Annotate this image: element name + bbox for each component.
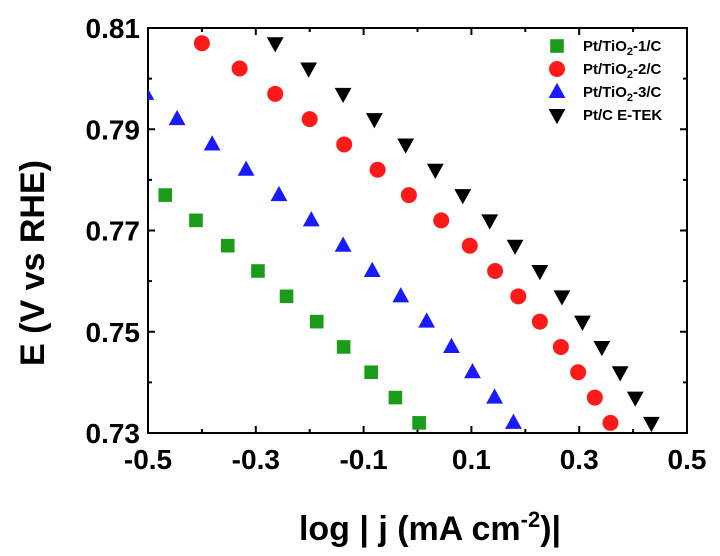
x-tick-label: -0.1 <box>339 444 387 475</box>
data-point <box>461 237 478 254</box>
data-point <box>433 212 450 229</box>
data-point <box>643 416 660 433</box>
data-point <box>531 313 548 330</box>
y-tick-label: 0.81 <box>86 13 141 44</box>
data-point <box>392 287 410 303</box>
data-point <box>270 185 288 202</box>
data-point <box>237 160 255 176</box>
data-point <box>251 264 265 278</box>
data-point <box>602 414 619 431</box>
data-point <box>510 288 527 305</box>
data-point <box>412 416 426 430</box>
data-point <box>302 211 320 227</box>
series-4 <box>266 37 660 433</box>
data-point <box>552 338 569 355</box>
data-point <box>334 236 352 252</box>
data-point <box>336 340 351 354</box>
data-point <box>336 136 353 153</box>
data-point <box>586 389 603 406</box>
data-point <box>400 187 417 204</box>
y-tick-label: 0.75 <box>86 317 141 348</box>
legend-label: Pt/TiO2-1/C <box>583 38 662 58</box>
legend-label: Pt/TiO2-3/C <box>583 84 662 104</box>
legend-marker <box>548 109 566 125</box>
data-point <box>158 188 173 202</box>
data-point <box>486 388 503 404</box>
legend-item: Pt/C E-TEK <box>548 107 662 125</box>
y-tick-label: 0.79 <box>86 114 141 145</box>
data-point <box>443 337 460 353</box>
data-point <box>611 366 629 382</box>
x-tick-label: 0.3 <box>560 444 599 475</box>
data-point <box>279 289 294 304</box>
data-point <box>193 35 210 52</box>
data-point <box>426 163 444 179</box>
data-point <box>593 340 611 357</box>
legend-item: Pt/TiO2-2/C <box>549 61 662 81</box>
data-point <box>369 161 386 178</box>
legend-label: Pt/TiO2-2/C <box>583 61 662 81</box>
x-axis-title: log | j (mA cm-2)| <box>299 507 561 548</box>
data-point <box>570 364 587 381</box>
data-point <box>266 37 284 53</box>
data-marks <box>148 35 660 433</box>
y-tick-label: 0.77 <box>86 216 141 247</box>
data-point <box>574 315 591 331</box>
legend: Pt/TiO2-1/C Pt/TiO2-2/C Pt/TiO2-3/C Pt/C E-… <box>548 38 662 125</box>
data-point <box>231 60 248 77</box>
data-point <box>189 213 203 228</box>
data-point <box>267 85 284 102</box>
data-point <box>309 314 324 329</box>
x-tick-label: 0.5 <box>668 444 707 475</box>
data-point <box>220 238 235 253</box>
legend-marker <box>550 39 564 53</box>
data-point <box>553 290 571 306</box>
data-point <box>365 113 383 129</box>
data-point <box>464 363 481 379</box>
legend-label: Pt/C E-TEK <box>583 107 662 124</box>
data-point <box>363 261 381 277</box>
axes: -0.5 -0.3 -0.1 0.1 0.3 0.5 0.73 0.75 0.77 0.79 0.8… <box>86 13 707 475</box>
x-tick-label: 0.1 <box>452 444 491 475</box>
data-point <box>168 109 186 126</box>
legend-marker <box>548 82 566 98</box>
data-point <box>300 62 318 78</box>
series-3 <box>148 88 522 429</box>
data-point <box>531 265 549 281</box>
series-2 <box>193 35 619 431</box>
y-axis-title: E (V vs RHE) <box>14 160 52 366</box>
x-tick-label: -0.3 <box>232 444 280 475</box>
data-point <box>505 413 522 429</box>
data-point <box>397 138 415 154</box>
data-point <box>388 390 403 405</box>
data-point <box>506 239 524 255</box>
data-point <box>626 391 644 407</box>
data-point <box>454 189 472 205</box>
x-tick-label: -0.5 <box>124 444 172 475</box>
data-point <box>334 87 352 104</box>
data-point <box>418 312 436 328</box>
legend-marker <box>549 61 565 77</box>
data-point <box>301 111 318 128</box>
data-point <box>481 214 499 230</box>
data-point <box>148 88 155 100</box>
series-1 <box>158 188 426 430</box>
data-point <box>487 263 504 279</box>
data-point <box>203 135 221 151</box>
data-point <box>364 365 378 380</box>
legend-item: Pt/TiO2-3/C <box>548 82 662 104</box>
y-tick-label: 0.73 <box>86 418 141 449</box>
legend-item: Pt/TiO2-1/C <box>550 38 662 58</box>
